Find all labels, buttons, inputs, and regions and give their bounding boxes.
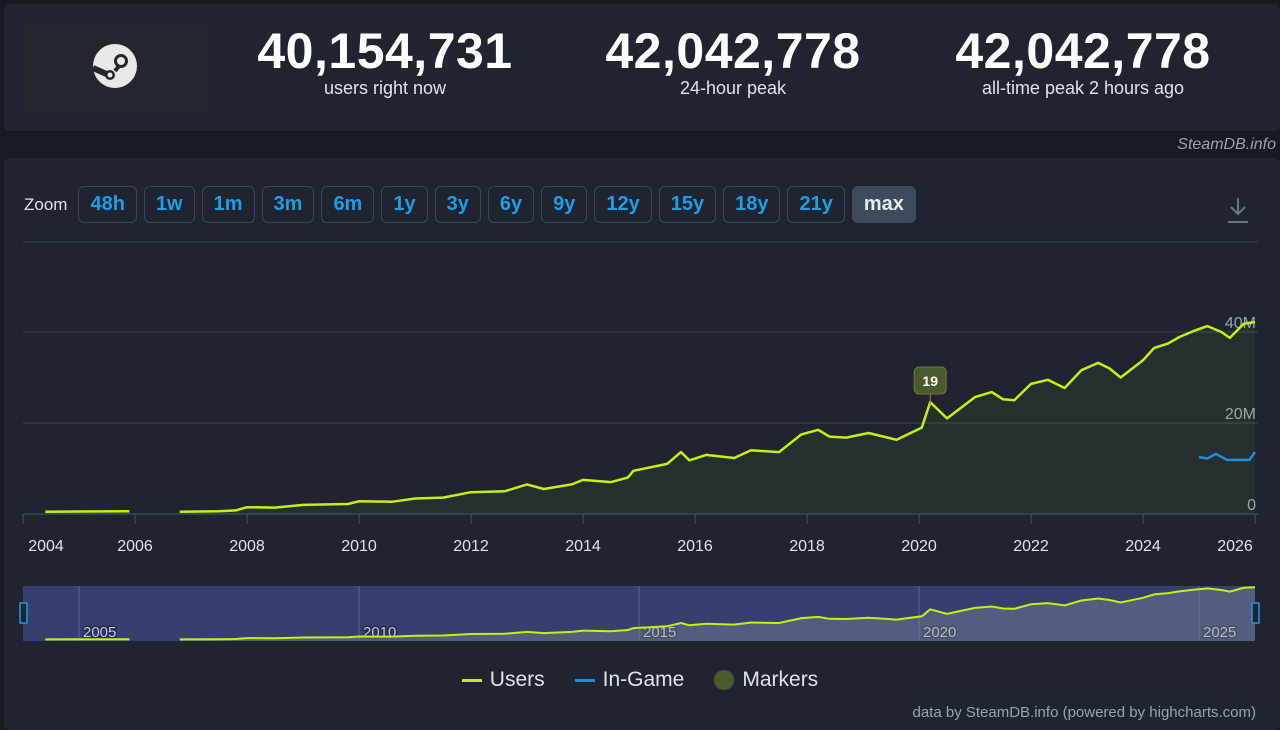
steam-logo xyxy=(22,22,208,110)
legend-label: Markers xyxy=(742,668,819,691)
zoom-21y-button[interactable]: 21y xyxy=(787,186,845,223)
x-tick-label: 2022 xyxy=(1013,538,1049,555)
navigator-area xyxy=(179,587,1255,641)
users-line xyxy=(179,320,1256,513)
x-tick-label: 2010 xyxy=(341,538,377,555)
x-tick-label: 2016 xyxy=(677,538,713,555)
zoom-bar: Zoom 48h 1w 1m 3m 6m 1y 3y 6y 9y 12y 15y 18y 21y max xyxy=(24,186,916,223)
stats-panel xyxy=(4,4,1280,131)
legend-label: In-Game xyxy=(602,668,685,691)
stat-value: 40,154,731 xyxy=(257,23,513,79)
y-tick-label: 20M xyxy=(1225,406,1256,423)
y-tick-label: 0 xyxy=(1247,497,1256,514)
stat-value: 42,042,778 xyxy=(605,23,861,79)
zoom-max-button[interactable]: max xyxy=(851,186,916,223)
navigator-tick-label: 2020 xyxy=(923,624,956,641)
zoom-6m-button[interactable]: 6m xyxy=(321,186,375,223)
users-swatch xyxy=(461,678,482,682)
zoom-1m-button[interactable]: 1m xyxy=(201,186,255,223)
steam-icon xyxy=(91,44,137,88)
navigator-tick-label: 2005 xyxy=(83,624,116,641)
zoom-48h-button[interactable]: 48h xyxy=(78,186,137,223)
in-game-swatch xyxy=(574,678,595,682)
footer-credit[interactable]: data by SteamDB.info (powered by highcha… xyxy=(912,704,1257,721)
x-tick-label: 2012 xyxy=(453,538,489,555)
in-game-line xyxy=(1198,451,1257,462)
legend-users[interactable]: Users xyxy=(461,668,545,692)
navigator-line xyxy=(179,586,1256,641)
stat-all-time-peak: 42,042,778 all-time peak 2 hours ago xyxy=(923,24,1243,99)
x-tick-label: 2018 xyxy=(789,538,825,555)
zoom-1y-button[interactable]: 1y xyxy=(381,186,428,223)
navigator-left-handle[interactable] xyxy=(19,602,28,624)
download-icon[interactable] xyxy=(1226,196,1250,224)
legend: Users In-Game Markers xyxy=(0,668,1280,692)
zoom-3y-button[interactable]: 3y xyxy=(434,186,481,223)
x-tick-label: 2004 xyxy=(28,538,64,555)
legend-markers[interactable]: Markers xyxy=(714,668,818,692)
x-tick-label: 2014 xyxy=(565,538,601,555)
zoom-9y-button[interactable]: 9y xyxy=(541,186,588,223)
stat-24h-peak: 42,042,778 24-hour peak xyxy=(573,24,893,99)
y-tick-label: 40M xyxy=(1225,315,1256,332)
stat-label: users right now xyxy=(323,78,447,98)
marker-label: 19 xyxy=(922,373,938,389)
stat-label: 24-hour peak xyxy=(679,78,787,98)
stat-value: 42,042,778 xyxy=(955,23,1211,79)
legend-label: Users xyxy=(489,668,545,691)
navigator-right-handle[interactable] xyxy=(1251,602,1260,624)
zoom-3m-button[interactable]: 3m xyxy=(261,186,315,223)
users-area xyxy=(179,322,1255,514)
credit[interactable]: SteamDB.info xyxy=(1177,136,1276,153)
navigator-tick-label: 2025 xyxy=(1203,624,1236,641)
markers-swatch xyxy=(714,670,735,690)
zoom-label: Zoom xyxy=(24,194,68,214)
x-tick-label: 2008 xyxy=(229,538,265,555)
stat-label: all-time peak 2 hours ago xyxy=(981,78,1185,98)
stat-users-now: 40,154,731 users right now xyxy=(225,24,545,99)
x-tick-label: 2006 xyxy=(117,538,153,555)
marker-flag[interactable] xyxy=(913,366,947,395)
zoom-1w-button[interactable]: 1w xyxy=(143,186,195,223)
legend-in-game[interactable]: In-Game xyxy=(574,668,685,692)
x-tick-label: 2026 xyxy=(1217,538,1253,555)
zoom-15y-button[interactable]: 15y xyxy=(658,186,717,223)
x-tick-label: 2024 xyxy=(1125,538,1161,555)
zoom-18y-button[interactable]: 18y xyxy=(723,186,781,223)
zoom-6y-button[interactable]: 6y xyxy=(487,186,535,223)
zoom-12y-button[interactable]: 12y xyxy=(594,186,652,223)
x-tick-label: 2020 xyxy=(901,538,937,555)
